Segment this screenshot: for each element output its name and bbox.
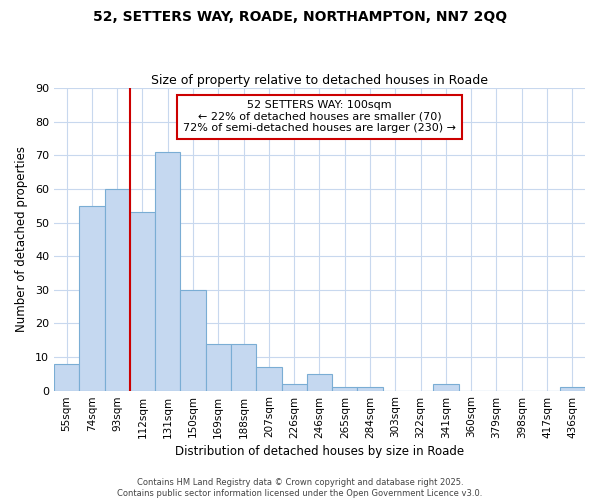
- Text: Contains HM Land Registry data © Crown copyright and database right 2025.
Contai: Contains HM Land Registry data © Crown c…: [118, 478, 482, 498]
- Bar: [560, 387, 585, 390]
- Bar: [206, 344, 231, 390]
- Bar: [155, 152, 181, 390]
- Bar: [256, 367, 281, 390]
- Bar: [332, 387, 358, 390]
- Y-axis label: Number of detached properties: Number of detached properties: [15, 146, 28, 332]
- Bar: [231, 344, 256, 390]
- Bar: [104, 189, 130, 390]
- Bar: [307, 374, 332, 390]
- Bar: [281, 384, 307, 390]
- Bar: [433, 384, 458, 390]
- Bar: [181, 290, 206, 390]
- Text: 52 SETTERS WAY: 100sqm
← 22% of detached houses are smaller (70)
72% of semi-det: 52 SETTERS WAY: 100sqm ← 22% of detached…: [183, 100, 456, 134]
- Text: 52, SETTERS WAY, ROADE, NORTHAMPTON, NN7 2QQ: 52, SETTERS WAY, ROADE, NORTHAMPTON, NN7…: [93, 10, 507, 24]
- Bar: [79, 206, 104, 390]
- Bar: [130, 212, 155, 390]
- X-axis label: Distribution of detached houses by size in Roade: Distribution of detached houses by size …: [175, 444, 464, 458]
- Title: Size of property relative to detached houses in Roade: Size of property relative to detached ho…: [151, 74, 488, 87]
- Bar: [54, 364, 79, 390]
- Bar: [358, 387, 383, 390]
